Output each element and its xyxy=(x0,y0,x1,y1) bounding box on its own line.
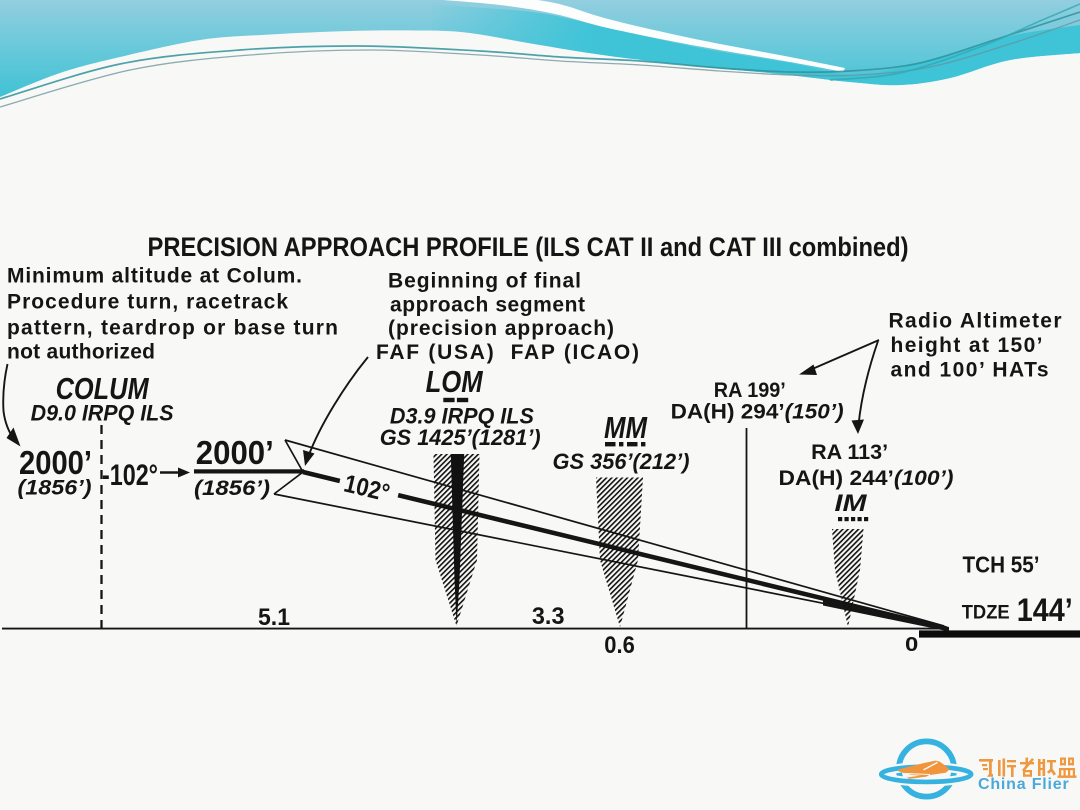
svg-text:144’: 144’ xyxy=(1017,592,1073,628)
svg-text:102°: 102° xyxy=(341,470,392,508)
svg-text:TDZE: TDZE xyxy=(962,602,1010,623)
svg-text:D3.9 IRPQ ILS: D3.9 IRPQ ILS xyxy=(390,403,534,428)
svg-text:0: 0 xyxy=(905,634,918,656)
svg-text:and 100’ HATs: and 100’ HATs xyxy=(891,358,1049,381)
svg-text:China Flier: China Flier xyxy=(978,776,1069,793)
svg-text:pattern, teardrop or base turn: pattern, teardrop or base turn xyxy=(7,317,338,340)
svg-text:approach segment: approach segment xyxy=(390,293,585,316)
svg-text:Beginning of final: Beginning of final xyxy=(388,269,581,292)
svg-text:FAF (USA) FAP (ICAO): FAF (USA) FAP (ICAO) xyxy=(376,341,639,364)
svg-text:3.3: 3.3 xyxy=(532,603,565,630)
svg-text:(1856’): (1856’) xyxy=(18,477,92,500)
svg-text:Procedure turn, racetrack: Procedure turn, racetrack xyxy=(7,291,288,314)
svg-text:RA 113’: RA 113’ xyxy=(811,441,888,464)
svg-text:Minimum altitude at Colum.: Minimum altitude at Colum. xyxy=(7,265,302,288)
svg-text:TCH 55’: TCH 55’ xyxy=(963,552,1040,578)
svg-text:RA 199’: RA 199’ xyxy=(714,379,786,402)
svg-text:0.6: 0.6 xyxy=(604,632,635,659)
svg-text:IM: IM xyxy=(835,490,868,517)
svg-text:DA(H) 244’(100’): DA(H) 244’ (100’) xyxy=(779,467,954,490)
svg-text:2000’: 2000’ xyxy=(19,444,92,481)
svg-text:2000’: 2000’ xyxy=(196,434,274,471)
svg-text:COLUM: COLUM xyxy=(56,371,150,406)
svg-text:-102°: -102° xyxy=(102,459,158,492)
svg-text:(1856’): (1856’) xyxy=(194,477,270,500)
svg-text:GS 356’(212’): GS 356’(212’) xyxy=(553,449,690,474)
svg-text:DA(H) 294’(150’): DA(H) 294’ (150’) xyxy=(671,401,844,424)
svg-text:not authorized: not authorized xyxy=(7,341,155,364)
svg-text:Radio Altimeter: Radio Altimeter xyxy=(889,310,1062,333)
svg-text:(precision approach): (precision approach) xyxy=(388,317,614,340)
svg-text:height at 150’: height at 150’ xyxy=(891,334,1043,357)
svg-text:PRECISION APPROACH PROFILE (IL: PRECISION APPROACH PROFILE (ILS CAT II a… xyxy=(148,232,909,262)
svg-text:D9.0 IRPQ ILS: D9.0 IRPQ ILS xyxy=(31,400,174,425)
svg-text:LOM: LOM xyxy=(426,364,484,399)
svg-text:GS 1425’(1281’): GS 1425’(1281’) xyxy=(380,425,541,450)
svg-text:MM: MM xyxy=(604,410,648,445)
svg-text:5.1: 5.1 xyxy=(258,604,290,631)
